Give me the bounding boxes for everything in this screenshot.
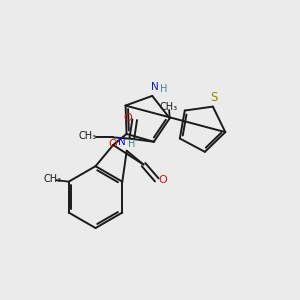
- Text: O: O: [108, 139, 117, 149]
- Text: CH₃: CH₃: [79, 131, 97, 141]
- Text: N: N: [151, 82, 159, 92]
- Text: H: H: [128, 139, 136, 149]
- Text: O: O: [159, 175, 168, 185]
- Text: N: N: [118, 137, 125, 148]
- Text: S: S: [210, 91, 218, 104]
- Text: O: O: [124, 113, 133, 123]
- Text: CH₃: CH₃: [159, 102, 177, 112]
- Text: H: H: [160, 84, 167, 94]
- Text: CH₃: CH₃: [44, 174, 62, 184]
